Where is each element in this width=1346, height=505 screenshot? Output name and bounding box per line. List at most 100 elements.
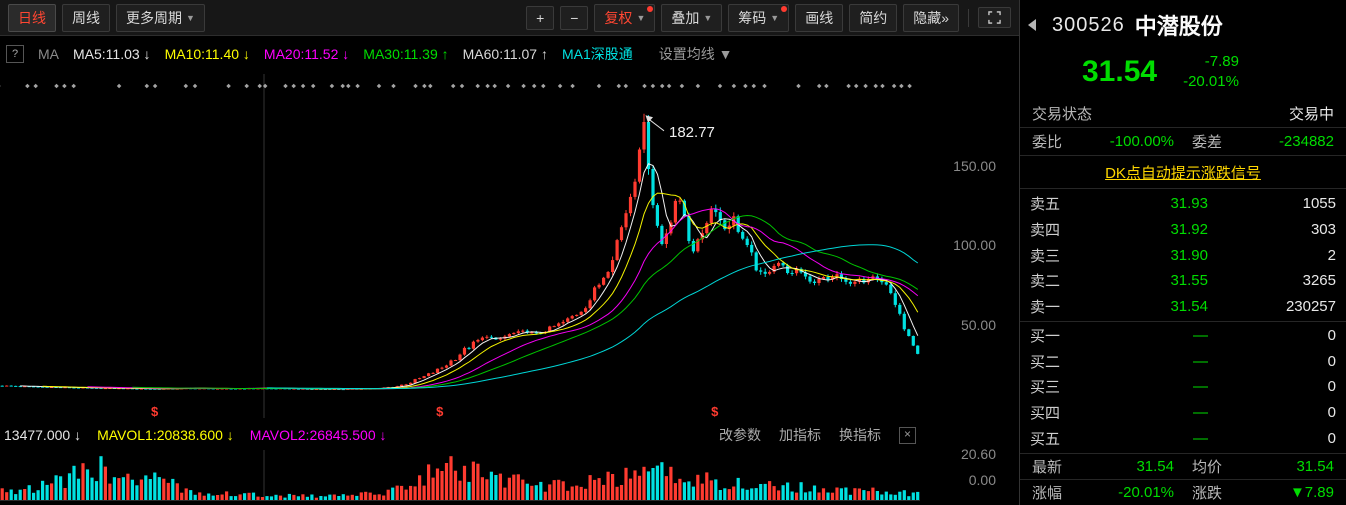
fuquan-button-label: 复权 (604, 9, 633, 26)
add-indicator-link[interactable]: 加指标 (779, 427, 821, 443)
price-chart-svg: 182.77 $ $ $ (0, 74, 920, 419)
ask-row[interactable]: 卖五 31.93 1055 (1020, 191, 1346, 217)
ask-row-price: 31.54 (1170, 298, 1208, 316)
ma30-value: MA30:11.39 ↑ (363, 45, 449, 62)
bid-row[interactable]: 买四 — 0 (1020, 400, 1346, 426)
bid-row[interactable]: 买二 — 0 (1020, 348, 1346, 374)
quote-header: 300526 中潜股份 (1020, 0, 1346, 44)
stock-code: 300526 (1052, 13, 1125, 36)
draw-line-button[interactable]: 画线 (795, 3, 844, 32)
more-periods-button-label: 更多周期 (126, 9, 182, 26)
weibi-value: -100.00% (1109, 133, 1174, 150)
dropdown-arrow-icon: ▼ (703, 12, 713, 23)
ask-row[interactable]: 卖三 31.90 2 (1020, 242, 1346, 268)
axis-label: 0.00 (968, 472, 996, 488)
ask-row-volume: 3265 (1302, 272, 1336, 290)
zoom-out-button[interactable]: − (560, 5, 589, 30)
ask-row[interactable]: 卖四 31.92 303 (1020, 217, 1346, 243)
weicha-value: -234882 (1278, 133, 1334, 150)
bid-row[interactable]: 买一 — 0 (1020, 323, 1346, 349)
chips-button[interactable]: 筹码 ▼ (728, 3, 790, 32)
chg-value: ▼7.89 (1289, 484, 1334, 501)
tab-daily[interactable]: 日线 (8, 3, 56, 32)
weibi-label: 委比 (1032, 134, 1063, 151)
latest-row: 最新 31.54 均价 31.54 (1020, 453, 1346, 479)
fuquan-button[interactable]: 复权 ▼ (594, 3, 656, 32)
volume-links: 改参数 加指标 换指标 × (719, 425, 916, 445)
ask-row-price: 31.90 (1170, 246, 1208, 264)
chips-button-label: 筹码 (738, 9, 767, 26)
order-book: 卖五 31.93 1055 卖四 31.92 303 卖三 31.90 2 卖二 31.55 3265… (1020, 189, 1346, 453)
overlay-button[interactable]: 叠加 ▼ (661, 3, 723, 32)
avg-price-value: 31.54 (1296, 458, 1334, 475)
volume-chart[interactable] (0, 450, 920, 502)
bid-row[interactable]: 买五 — 0 (1020, 425, 1346, 451)
ask-row-label: 卖四 (1030, 222, 1061, 240)
hide-button[interactable]: 隐藏» (903, 3, 959, 32)
quote-summary: 最新 31.54 均价 31.54 涨幅 -20.01% 涨跌 ▼7.89 (1020, 453, 1346, 505)
change-params-link[interactable]: 改参数 (719, 427, 761, 443)
svg-text:$: $ (151, 404, 159, 419)
chart-toolbar: 日线 周线 更多周期 ▼ + − 复权 ▼ 叠加 ▼ 筹码 ▼ 画线 简约 隐藏» (0, 0, 1019, 36)
ma-indicator-bar: ? MA MA5:11.03 ↓ MA10:11.40 ↓ MA20:11.52 ↓ MA… (0, 37, 1019, 70)
ask-row-label: 卖五 (1030, 196, 1061, 214)
svg-text:$: $ (711, 404, 719, 419)
change-row: 涨幅 -20.01% 涨跌 ▼7.89 (1020, 479, 1346, 505)
ask-row[interactable]: 卖二 31.55 3265 (1020, 268, 1346, 294)
tab-weekly-label: 周线 (72, 9, 100, 26)
ask-row-volume: 2 (1327, 246, 1336, 264)
bid-row[interactable]: 买三 — 0 (1020, 374, 1346, 400)
dk-signal-link[interactable]: DK点自动提示涨跌信号 (1020, 156, 1346, 189)
bid-row-price: — (1193, 429, 1208, 447)
bid-row-label: 买四 (1030, 404, 1061, 422)
zoom-in-button[interactable]: + (526, 5, 555, 30)
bid-row-volume: 0 (1327, 352, 1336, 370)
current-price: 31.54 (1082, 55, 1158, 88)
collapse-panel-icon[interactable] (1028, 19, 1036, 31)
ask-row-volume: 303 (1310, 221, 1336, 239)
axis-label: 50.00 (960, 317, 996, 333)
fullscreen-button[interactable] (978, 7, 1011, 28)
ask-row[interactable]: 卖一 31.54 230257 (1020, 294, 1346, 320)
simple-mode-button-label: 简约 (859, 9, 888, 26)
weibi-row: 委比 -100.00% 委差 -234882 (1020, 128, 1346, 156)
axis-label: 100.00 (953, 237, 996, 253)
overlay-button-label: 叠加 (671, 9, 700, 26)
price-block: 31.54 -7.89 -20.01% (1020, 44, 1346, 100)
volume-chart-svg (0, 450, 920, 501)
bid-row-volume: 0 (1327, 378, 1336, 396)
axis-label: 150.00 (953, 158, 996, 174)
ask-row-price: 31.92 (1170, 221, 1208, 239)
ask-row-label: 卖二 (1030, 273, 1061, 291)
dropdown-arrow-icon: ▼ (770, 12, 780, 23)
bid-row-volume: 0 (1327, 403, 1336, 421)
candlestick-chart[interactable]: 182.77 $ $ $ (0, 70, 920, 420)
toolbar-separator (968, 8, 969, 27)
tab-daily-label: 日线 (18, 9, 46, 26)
weicha-label: 委差 (1192, 134, 1223, 151)
close-indicator-icon[interactable]: × (899, 426, 916, 444)
change-amount: -7.89 (1204, 52, 1239, 70)
bid-row-label: 买五 (1030, 430, 1061, 448)
simple-mode-button[interactable]: 简约 (849, 3, 898, 32)
ma-settings-button[interactable]: 设置均线 ▼ (658, 45, 733, 62)
mavol1-value: MAVOL1:20838.600 ↓ (97, 427, 234, 443)
volume-value: 13477.000 ↓ (4, 427, 82, 443)
help-button[interactable]: ? (6, 44, 24, 63)
ask-row-volume: 230257 (1285, 298, 1336, 316)
ask-row-volume: 1055 (1302, 195, 1336, 213)
tab-weekly[interactable]: 周线 (62, 3, 110, 32)
avg-price-label: 均价 (1192, 459, 1223, 476)
switch-indicator-link[interactable]: 换指标 (839, 427, 881, 443)
dropdown-arrow-icon: ▼ (636, 12, 646, 23)
bid-row-price: — (1193, 352, 1208, 370)
bid-row-volume: 0 (1327, 429, 1336, 447)
shen-gu-tong-tag: MA1深股通 (562, 45, 633, 62)
more-periods-button[interactable]: 更多周期 ▼ (116, 3, 205, 32)
quote-panel: 300526 中潜股份 31.54 -7.89 -20.01% 交易状态 交易中… (1019, 0, 1346, 505)
mavol2-value: MAVOL2:26845.500 ↓ (249, 427, 387, 443)
zoom-in-button-label: + (536, 9, 545, 26)
orderbook-separator (1020, 320, 1346, 322)
hide-button-label: 隐藏» (913, 9, 949, 26)
